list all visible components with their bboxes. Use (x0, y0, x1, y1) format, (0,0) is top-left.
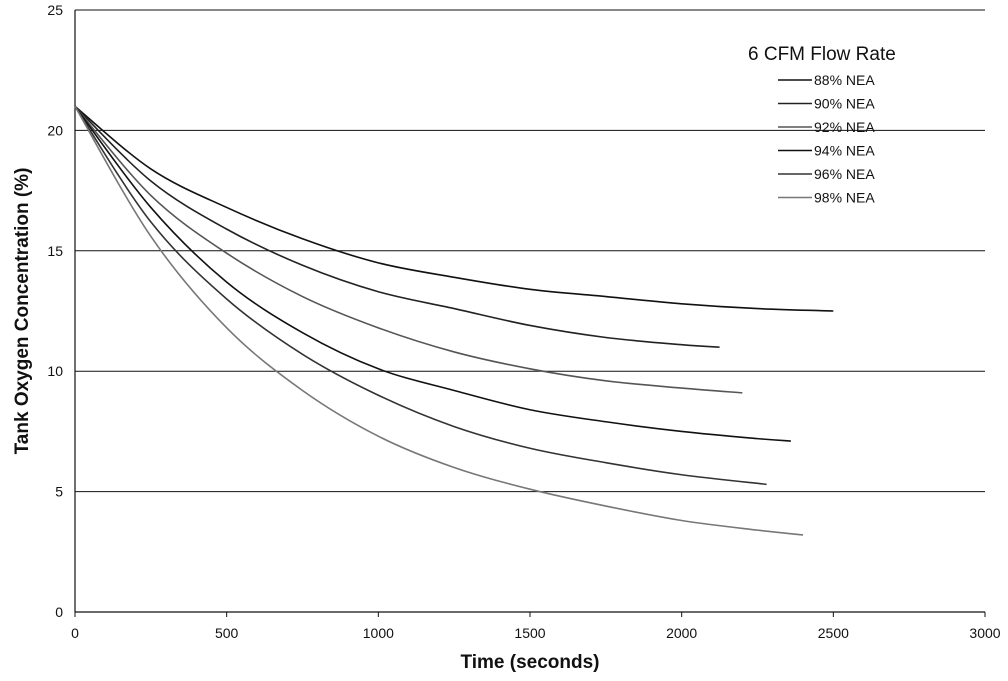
legend-label: 90% NEA (814, 96, 875, 112)
x-tick-label: 2000 (666, 625, 697, 641)
legend-title: 6 CFM Flow Rate (748, 44, 896, 65)
legend-label: 98% NEA (814, 190, 875, 206)
x-tick-label: 1500 (514, 625, 545, 641)
y-tick-label: 10 (47, 363, 63, 379)
x-tick-label: 0 (71, 625, 79, 641)
y-tick-label: 25 (47, 2, 63, 18)
legend-label: 96% NEA (814, 166, 875, 182)
x-tick-label: 1000 (363, 625, 394, 641)
x-tick-label: 500 (215, 625, 239, 641)
x-axis-title: Time (seconds) (460, 652, 599, 673)
legend-entries: 88% NEA 90% NEA 92% NEA 94% NEA 96% NEA 98% N… (778, 72, 875, 206)
y-tick-label: 15 (47, 243, 63, 259)
x-tick-label: 3000 (969, 625, 1000, 641)
series-line-96-nea (74, 105, 767, 486)
series-line-92-nea (74, 105, 743, 394)
series-lines (74, 105, 834, 536)
series-line-98-nea (74, 105, 804, 536)
series-line-94-nea (74, 105, 791, 442)
y-tick-label: 20 (47, 122, 63, 138)
x-tick-labels: 0 500 1000 1500 2000 2500 3000 (71, 612, 1001, 641)
y-tick-label: 5 (55, 484, 63, 500)
y-tick-label: 0 (55, 604, 63, 620)
y-axis-title: Tank Oxygen Concentration (%) (12, 168, 33, 455)
x-tick-label: 2500 (818, 625, 849, 641)
y-tick-labels: 0 5 10 15 20 25 (47, 2, 63, 620)
legend: 6 CFM Flow Rate 88% NEA 90% NEA 92% NEA 94%… (748, 44, 896, 206)
series-line-90-nea (74, 105, 720, 348)
series-line-88-nea (74, 105, 834, 312)
legend-label: 92% NEA (814, 119, 875, 135)
legend-label: 94% NEA (814, 143, 875, 159)
gridlines (75, 9, 985, 493)
legend-label: 88% NEA (814, 72, 875, 88)
